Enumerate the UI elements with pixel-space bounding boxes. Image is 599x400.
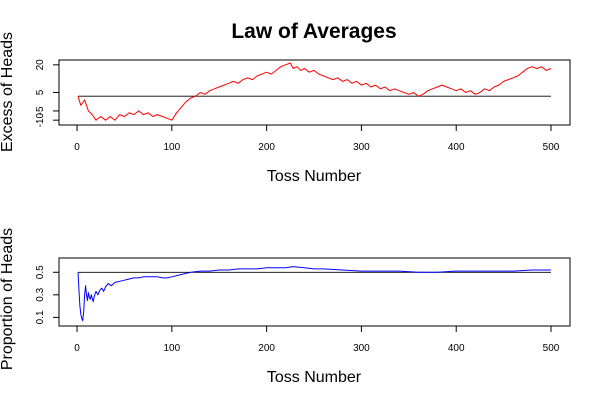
proportion-heads-x-tick-label: 300 — [353, 343, 370, 354]
excess-heads-x-axis: 0 100 200 300 400 500 — [74, 124, 560, 153]
excess-heads-x-tick-label: 200 — [258, 142, 275, 153]
excess-heads-x-tick-label: 0 — [74, 142, 80, 153]
proportion-heads-y-tick-label: 0.3 — [35, 287, 46, 301]
proportion-heads-plot-frame — [58, 257, 571, 327]
proportion-heads-x-tick-label: 500 — [543, 343, 560, 354]
proportion-heads-x-axis: 0 100 200 300 400 500 — [74, 325, 560, 354]
excess-heads-x-tick-label: 400 — [448, 142, 465, 153]
excess-heads-x-tick-label: 100 — [163, 142, 180, 153]
proportion-heads-y-axis: 0.1 0.3 0.5 — [35, 265, 60, 324]
proportion-heads-x-tick-label: 400 — [448, 343, 465, 354]
proportion-heads-panel: 0 100 200 300 400 500 0.1 0.3 0.5 Toss Number P… — [0, 228, 571, 386]
excess-heads-y-tick-label: -5 — [35, 106, 46, 115]
chart-title: Law of Averages — [231, 20, 396, 43]
proportion-heads-y-axis-label: Proportion of Heads — [0, 228, 16, 370]
excess-heads-plot-frame — [58, 59, 571, 126]
excess-heads-x-axis-label: Toss Number — [267, 168, 362, 185]
excess-heads-y-tick-label: 5 — [35, 89, 46, 95]
proportion-heads-x-tick-label: 200 — [258, 343, 275, 354]
proportion-heads-y-tick-label: 0.5 — [35, 265, 46, 279]
excess-heads-x-tick-label: 300 — [353, 142, 370, 153]
excess-heads-series-line — [77, 62, 552, 121]
proportion-heads-x-tick-label: 0 — [74, 343, 80, 354]
proportion-heads-series-line — [77, 266, 551, 322]
excess-heads-y-tick-label: 20 — [35, 59, 46, 71]
excess-heads-y-axis: -10-5 5 20 — [35, 59, 60, 127]
proportion-heads-x-axis-label: Toss Number — [267, 369, 362, 386]
excess-heads-y-tick-label: -10 — [35, 112, 46, 127]
proportion-heads-x-tick-label: 100 — [163, 343, 180, 354]
excess-heads-x-tick-label: 500 — [543, 142, 560, 153]
proportion-heads-y-tick-label: 0.1 — [35, 310, 46, 324]
excess-heads-panel: 0 100 200 300 400 500 -10-5 5 20 Toss Number Ex… — [0, 32, 571, 185]
excess-heads-y-axis-label: Excess of Heads — [0, 32, 16, 152]
